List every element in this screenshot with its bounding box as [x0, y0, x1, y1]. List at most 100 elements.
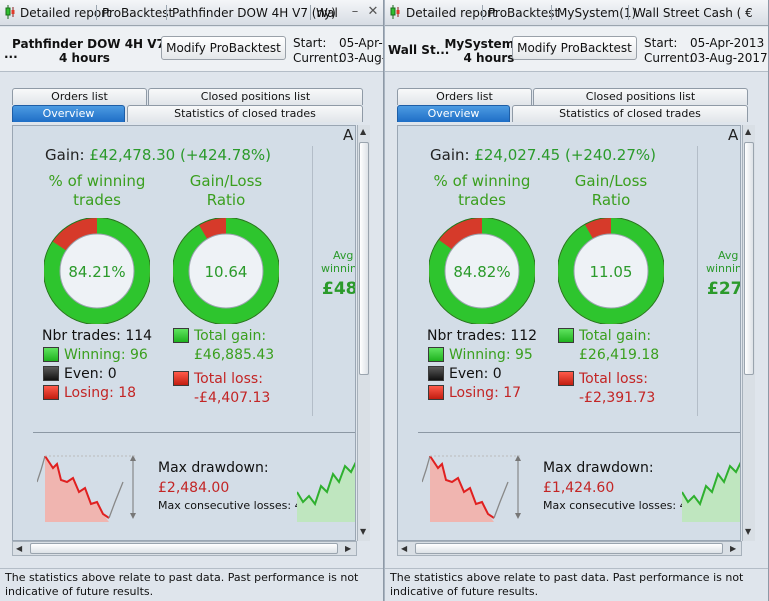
- losing-count: Losing: 17: [449, 385, 522, 401]
- gain-loss-ratio-title: Gain/Loss Ratio: [574, 172, 648, 209]
- title-system-name[interactable]: MySystem(1): [557, 6, 637, 20]
- winning-count: Winning: 96: [64, 347, 148, 363]
- horizontal-scroll-thumb[interactable]: [30, 543, 338, 554]
- losing-count: Losing: 18: [64, 385, 137, 401]
- total-gain-value: £26,419.18: [579, 347, 660, 363]
- modify-probacktest-button[interactable]: Modify ProBacktest: [161, 36, 286, 60]
- candlestick-icon: [390, 5, 400, 19]
- max-drawdown-label: Max drawdown:: [543, 460, 654, 476]
- avg-label: Avg: [333, 249, 354, 262]
- losing-legend-icon: [43, 385, 59, 400]
- horizontal-scrollbar[interactable]: ◀ ▶: [397, 541, 742, 556]
- tab-statistics[interactable]: Statistics of closed trades: [512, 105, 748, 122]
- start-value: 05-Apr-2: [339, 36, 383, 50]
- vertical-scroll-thumb[interactable]: [744, 142, 754, 375]
- system-name-block: Pathfinder DOW 4H V7 (ny) 4 hours: [12, 37, 196, 65]
- start-value: 05-Apr-2013 0: [690, 36, 768, 50]
- close-icon[interactable]: ✕: [367, 4, 379, 19]
- winning-pct: 84.82%: [453, 263, 510, 281]
- current-value: 03-Aug-2017 13: [690, 51, 768, 65]
- donut-center: [573, 233, 649, 309]
- gain-loss-ratio-title: Gain/Loss Ratio: [189, 172, 263, 209]
- title-instrument[interactable]: Wal: [316, 6, 338, 20]
- scroll-down-icon[interactable]: ▼: [360, 527, 367, 536]
- title-instrument[interactable]: Wall Street Cash ( €: [634, 6, 753, 20]
- even-legend-icon: [43, 366, 59, 381]
- total-loss-label: Total loss:: [194, 371, 263, 387]
- horizontal-scroll-thumb[interactable]: [415, 543, 723, 554]
- avg-label: Avg: [718, 249, 739, 262]
- title-system-name[interactable]: Pathfinder DOW 4H V7 (ny): [172, 6, 336, 20]
- minimize-icon[interactable]: –: [351, 4, 359, 19]
- tab-closed-positions[interactable]: Closed positions list: [148, 88, 363, 105]
- scroll-up-icon[interactable]: ▲: [745, 127, 752, 136]
- disclaimer-footer: The statistics above relate to past data…: [0, 568, 383, 601]
- system-period: 4 hours: [59, 51, 110, 65]
- ratio-value: 11.05: [590, 263, 633, 281]
- vertical-scrollbar[interactable]: ▲ ▼: [357, 125, 370, 541]
- tab-orders-list[interactable]: Orders list: [397, 88, 532, 105]
- current-value: 03-Aug-2: [339, 51, 383, 65]
- side-label: A: [343, 126, 354, 144]
- vertical-scroll-thumb[interactable]: [359, 142, 369, 375]
- overview-content: Gain: £42,478.30 (+424.78%) % of winning…: [12, 125, 356, 541]
- tab-statistics[interactable]: Statistics of closed trades: [127, 105, 363, 122]
- report-panel-right: Detailed report ProBacktest MySystem(1) …: [385, 0, 769, 601]
- gain-label: Gain:: [45, 146, 85, 164]
- candlestick-icon: [5, 5, 15, 19]
- title-probacktest[interactable]: ProBacktest: [488, 6, 560, 20]
- scroll-right-icon[interactable]: ▶: [730, 544, 737, 553]
- system-name: MySystem(1): [444, 37, 534, 51]
- ratio-donut: 11.05: [558, 218, 664, 324]
- tab-overview[interactable]: Overview: [397, 105, 510, 122]
- system-name-block: MySystem(1) 4 hours: [433, 37, 545, 65]
- winning-legend-icon: [428, 347, 444, 362]
- ratio-donut: 10.64: [173, 218, 279, 324]
- total-loss-icon: [173, 371, 189, 386]
- side-label: A: [728, 126, 739, 144]
- even-count: Even: 0: [449, 366, 502, 382]
- horizontal-scrollbar[interactable]: ◀ ▶: [12, 541, 357, 556]
- winning-count: Winning: 95: [449, 347, 533, 363]
- title-probacktest[interactable]: ProBacktest: [102, 6, 174, 20]
- scroll-left-icon[interactable]: ◀: [401, 544, 408, 553]
- instrument-name: Wall St...: [388, 43, 450, 57]
- max-drawdown-value: £2,484.00: [158, 480, 230, 496]
- donut-win-arc: [558, 218, 664, 324]
- winning-donut: 84.82%: [429, 218, 535, 324]
- nbr-trades: Nbr trades: 112: [427, 328, 538, 344]
- report-header: ... Pathfinder DOW 4H V7 (ny) 4 hours Mo…: [0, 27, 383, 72]
- title-bar: Detailed report ProBacktest MySystem(1) …: [385, 0, 768, 26]
- vertical-scrollbar[interactable]: ▲ ▼: [742, 125, 755, 541]
- instrument-ellipsis: ...: [4, 47, 18, 61]
- gain-label: Gain:: [430, 146, 470, 164]
- report-header: Wall St... MySystem(1) 4 hours Modify Pr…: [385, 27, 768, 72]
- tab-overview[interactable]: Overview: [12, 105, 125, 122]
- total-loss-value: -£4,407.13: [194, 390, 271, 406]
- report-tabs: Orders list Closed positions list Overvi…: [385, 86, 768, 126]
- scroll-right-icon[interactable]: ▶: [345, 544, 352, 553]
- gain-value: £42,478.30 (+424.78%): [89, 146, 271, 164]
- max-drawdown-label: Max drawdown:: [158, 460, 269, 476]
- scroll-left-icon[interactable]: ◀: [16, 544, 23, 553]
- tab-closed-positions[interactable]: Closed positions list: [533, 88, 748, 105]
- even-legend-icon: [428, 366, 444, 381]
- drawdown-chart-icon: [422, 455, 522, 522]
- total-gain-icon: [173, 328, 189, 343]
- title-detailed-report[interactable]: Detailed report: [406, 6, 497, 20]
- start-label: Start:: [644, 36, 678, 50]
- total-gain-icon: [558, 328, 574, 343]
- losing-legend-icon: [428, 385, 444, 400]
- scroll-up-icon[interactable]: ▲: [360, 127, 367, 136]
- scroll-down-icon[interactable]: ▼: [745, 527, 752, 536]
- donut-win-arc: [173, 218, 279, 324]
- tab-orders-list[interactable]: Orders list: [12, 88, 147, 105]
- donut-center: [444, 233, 520, 309]
- runup-chart-icon: [682, 461, 740, 522]
- winning-trades-title: % of winning trades: [48, 172, 146, 209]
- runup-chart-icon: [297, 461, 355, 522]
- title-detailed-report[interactable]: Detailed report: [20, 6, 111, 20]
- nbr-trades: Nbr trades: 114: [42, 328, 153, 344]
- modify-probacktest-button[interactable]: Modify ProBacktest: [512, 36, 637, 60]
- avg-winning-value: £27: [707, 279, 741, 299]
